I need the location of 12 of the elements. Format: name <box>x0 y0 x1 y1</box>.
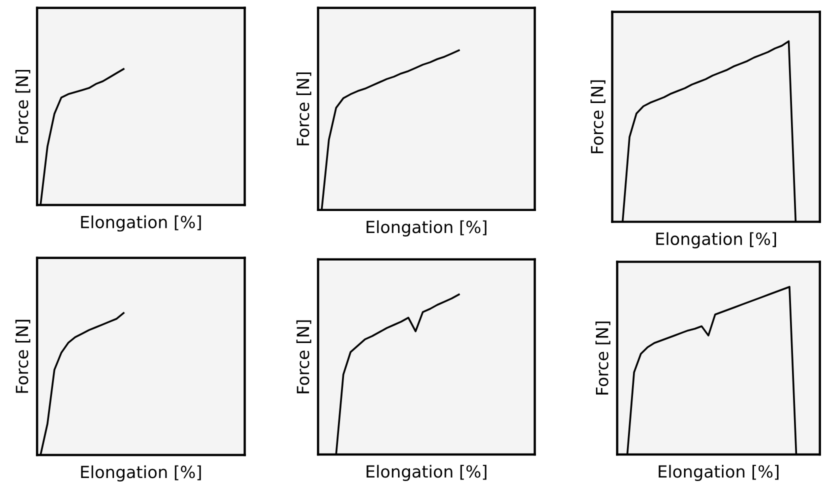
y-axis-title: Force [N] <box>296 320 312 394</box>
x-axis-title: Elongation [%] <box>658 464 778 482</box>
x-axis-title: Elongation [%] <box>656 232 776 248</box>
y-axis-title: Force [N] <box>15 70 30 143</box>
x-axis-title: Elongation [%] <box>81 215 201 232</box>
y-axis-title: Force [N] <box>15 320 30 393</box>
x-axis-title: Elongation [%] <box>366 220 486 236</box>
y-axis-title: Force [N] <box>590 80 606 154</box>
x-axis-title: Elongation [%] <box>366 464 486 482</box>
y-axis-title: Force [N] <box>595 322 610 394</box>
x-axis-title: Elongation [%] <box>81 465 201 482</box>
y-axis-title: Force [N] <box>296 72 312 146</box>
